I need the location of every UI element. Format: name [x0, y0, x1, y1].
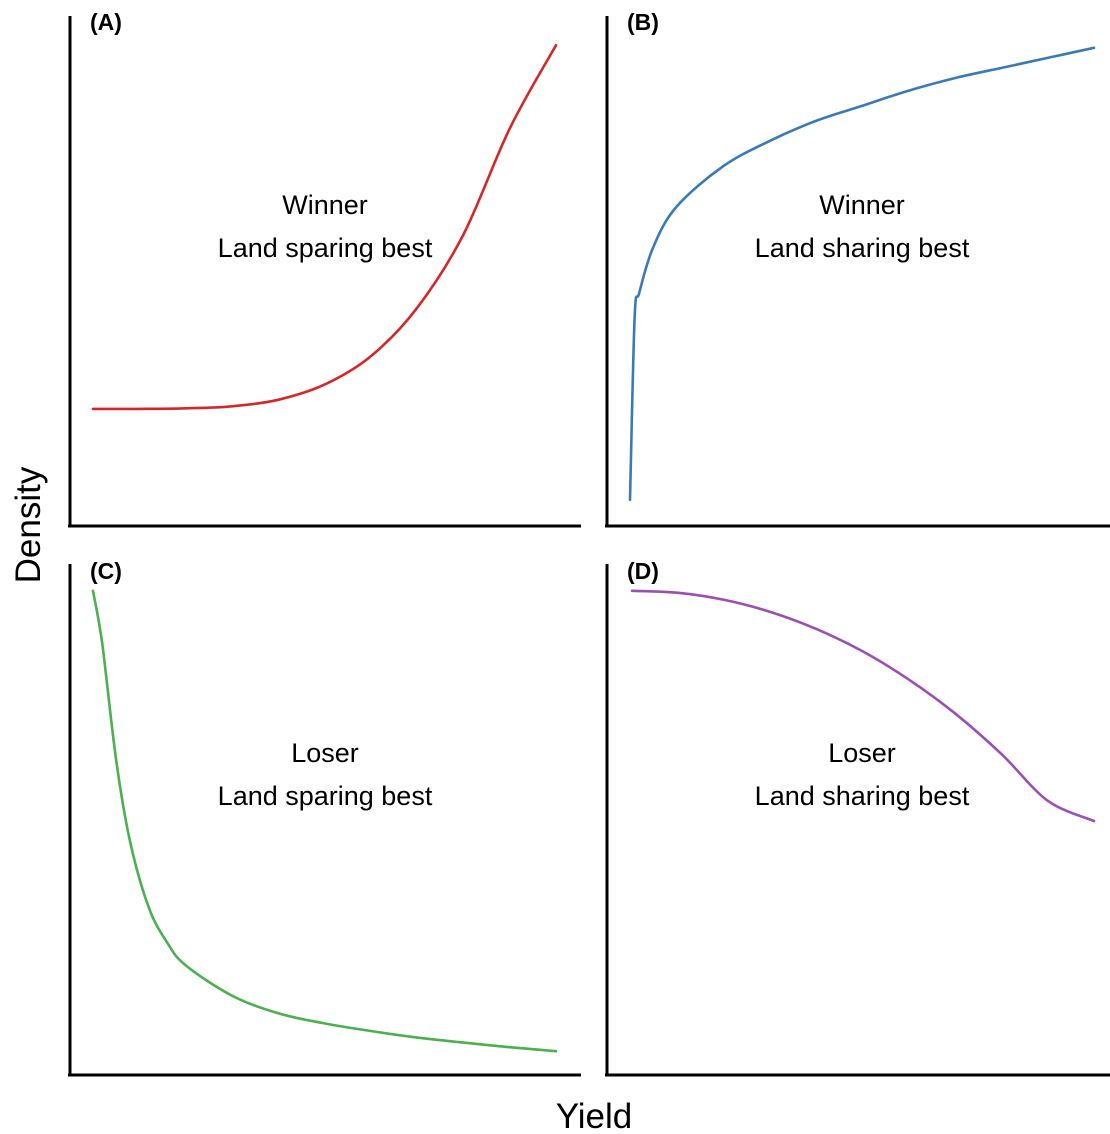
panel-a-text-line1: Winner: [282, 190, 368, 220]
panel-b-text-line1: Winner: [819, 190, 905, 220]
panel-b-text-line2: Land sharing best: [755, 233, 970, 263]
panel-a: (A) Winner Land sparing best: [68, 9, 581, 527]
panel-c-text-line1: Loser: [291, 738, 359, 768]
panel-d-text-line1: Loser: [828, 738, 896, 768]
panel-c-label: (C): [90, 558, 122, 584]
panel-c-curve: [93, 591, 556, 1051]
panel-c-text-line2: Land sparing best: [218, 781, 433, 811]
panel-b-curve: [630, 48, 1094, 500]
panel-c: (C) Loser Land sparing best: [68, 558, 581, 1076]
panel-b-label: (B): [627, 9, 659, 35]
panel-a-text-line2: Land sparing best: [218, 233, 433, 263]
panel-d-label: (D): [627, 558, 659, 584]
panel-b: (B) Winner Land sharing best: [605, 9, 1110, 527]
panel-a-curve: [93, 45, 556, 409]
y-axis-title: Density: [9, 466, 48, 583]
panel-d: (D) Loser Land sharing best: [605, 558, 1110, 1076]
x-axis-title: Yield: [556, 1097, 633, 1134]
panel-a-label: (A): [90, 9, 122, 35]
panel-d-text-line2: Land sharing best: [755, 781, 970, 811]
